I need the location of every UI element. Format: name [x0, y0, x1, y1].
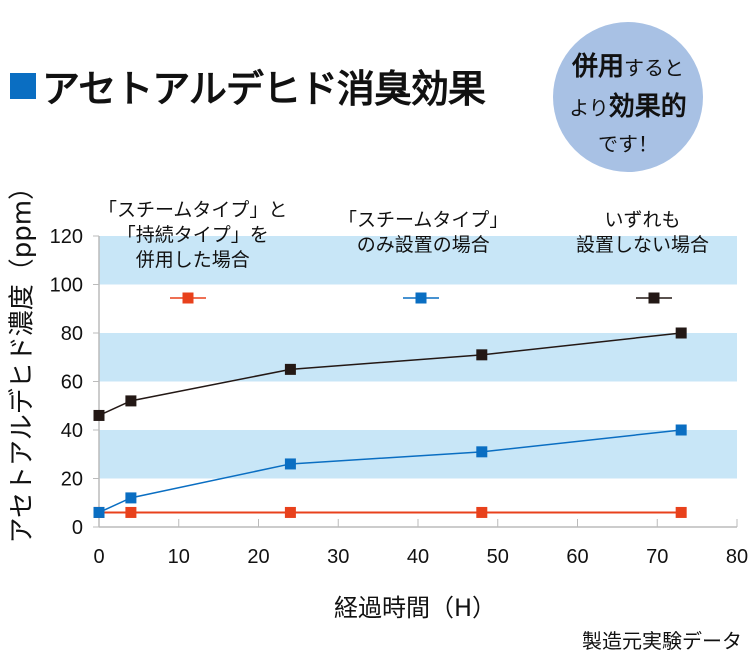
title-square-icon — [10, 72, 36, 99]
y-tick-label: 60 — [61, 372, 83, 394]
data-point — [476, 349, 488, 361]
y-axis-label: アセトアルデヒド濃度（ppm） — [7, 173, 38, 544]
x-tick-label: 70 — [646, 546, 668, 568]
x-tick-label: 0 — [93, 546, 104, 568]
data-point — [675, 424, 687, 436]
legend-line: 併用した場合 — [135, 249, 250, 271]
legend-label-combined: 「スチームタイプ」と 「持続タイプ」を 併用した場合 — [98, 198, 287, 273]
grid-band — [99, 236, 737, 285]
legend-marker — [182, 292, 194, 304]
legend-label-none: いずれも 設置しない場合 — [576, 208, 709, 258]
badge-text-3: です！ — [598, 132, 658, 156]
y-tick-label: 120 — [50, 226, 83, 248]
chart-title: アセトアルデヒド消臭効果 — [10, 58, 486, 113]
y-tick-label: 80 — [61, 323, 83, 345]
badge-bold-1: 併用 — [571, 52, 624, 82]
x-tick-label: 10 — [168, 546, 190, 568]
data-point — [125, 506, 137, 518]
data-point — [125, 492, 137, 504]
legend-line: いずれも — [604, 209, 681, 231]
x-tick-label: 80 — [726, 546, 748, 568]
legend-marker — [415, 292, 427, 304]
x-tick-label: 20 — [247, 546, 269, 568]
y-tick-label: 20 — [61, 469, 83, 491]
data-point — [284, 363, 296, 375]
badge: 併用すると より効果的 です！ — [553, 22, 703, 172]
x-axis-label: 経過時間（H） — [333, 594, 497, 622]
grid-band — [99, 333, 737, 382]
legend-line: 「スチームタイプ」 — [338, 209, 509, 231]
data-point — [284, 506, 296, 518]
y-tick-label: 100 — [50, 275, 83, 297]
data-point — [125, 395, 137, 407]
x-tick-label: 40 — [407, 546, 429, 568]
legend-line: 「持続タイプ」を — [116, 224, 269, 246]
footnote: 製造元実験データ — [582, 629, 742, 653]
legend-line: 設置しない場合 — [576, 234, 710, 256]
legend-line: のみ設置の場合 — [356, 234, 490, 256]
y-tick-label: 40 — [61, 420, 83, 442]
data-point — [476, 446, 488, 458]
badge-bold-2: 効果的 — [608, 92, 687, 122]
data-point — [284, 458, 296, 470]
badge-text-1: すると — [624, 56, 684, 80]
x-tick-label: 30 — [327, 546, 349, 568]
grid-band — [99, 430, 737, 479]
data-point — [93, 409, 105, 421]
data-point — [675, 327, 687, 339]
x-tick-label: 60 — [566, 546, 588, 568]
data-point — [675, 506, 687, 518]
legend-marker — [648, 292, 660, 304]
badge-text-2: より — [569, 96, 609, 120]
x-tick-label: 50 — [487, 546, 509, 568]
y-tick-label: 0 — [72, 517, 83, 539]
legend-line: 「スチームタイプ」と — [98, 199, 288, 221]
legend-label-steam-only: 「スチームタイプ」 のみ設置の場合 — [338, 208, 508, 258]
data-point — [93, 506, 105, 518]
data-point — [476, 506, 488, 518]
title-text: アセトアルデヒド消臭効果 — [42, 67, 486, 111]
